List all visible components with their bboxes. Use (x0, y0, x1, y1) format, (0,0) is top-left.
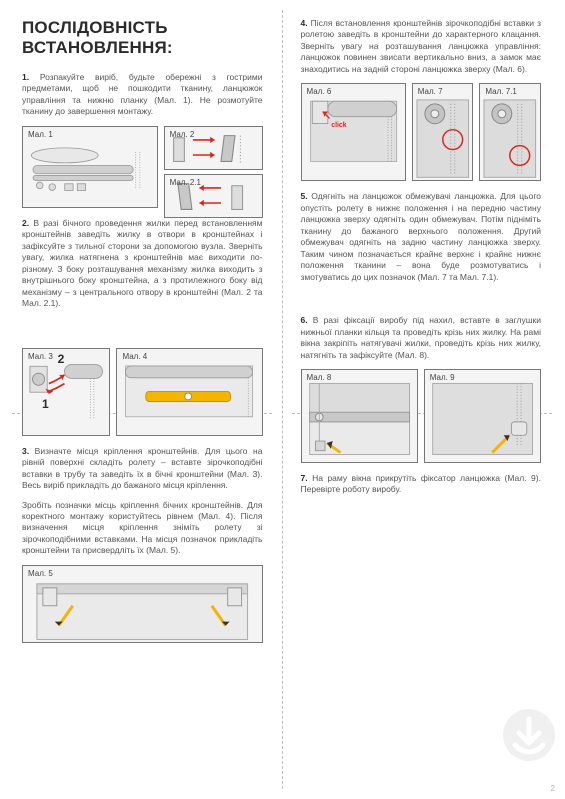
figure-6-label: Мал. 6 (307, 87, 332, 96)
fig-row-6-7: Мал. 6 click Мал. 7 (301, 83, 542, 181)
figure-6: Мал. 6 click (301, 83, 406, 181)
step-7-text: На раму вікна прикрутіть фіксатор ланцюж… (301, 473, 541, 494)
page-title: ПОСЛІДОВНІСТЬ ВСТАНОВЛЕННЯ: (22, 18, 263, 58)
figure-6-svg: click (302, 84, 405, 168)
svg-text:1: 1 (42, 396, 49, 410)
step-1: 1. Розпакуйте виріб, будьте обережні з г… (22, 72, 263, 118)
step-3b-text: Зробіть позначки місць кріплення бічних … (22, 500, 263, 556)
figure-5-label: Мал. 5 (28, 569, 53, 578)
step-7: 7. На раму вікна прикрутіть фіксатор лан… (301, 473, 542, 496)
step-5-text: Одягніть на ланцюжок обмежувачі ланцюжка… (301, 191, 542, 281)
fig-row-5: Мал. 5 (22, 565, 263, 643)
svg-text:click: click (331, 122, 346, 129)
step-6-num: 6. (301, 315, 308, 325)
figure-2-label: Мал. 2 (170, 130, 195, 139)
figure-5: Мал. 5 (22, 565, 263, 643)
right-column: 4. Після встановлення кронштейнів зірочк… (283, 0, 565, 799)
step-1-num: 1. (22, 72, 29, 82)
step-3-num: 3. (22, 446, 29, 456)
step-2: 2. В разі бічного проведення жилки перед… (22, 218, 263, 310)
figure-4: Мал. 4 (116, 348, 262, 436)
figure-5-svg (23, 566, 261, 644)
step-6-text: В разі фіксації виробу під нахил, вставт… (301, 315, 542, 359)
figure-8-label: Мал. 8 (307, 373, 332, 382)
step-3b: Зробіть позначки місць кріплення бічних … (22, 500, 263, 557)
figure-8: Мал. 8 (301, 369, 418, 463)
figure-9-svg (425, 370, 540, 460)
left-column: ПОСЛІДОВНІСТЬ ВСТАНОВЛЕННЯ: 1. Розпакуйт… (0, 0, 283, 799)
figure-7-svg (413, 84, 473, 181)
figure-3-label: Мал. 3 (28, 352, 53, 361)
step-5-num: 5. (301, 191, 308, 201)
watermark-icon (499, 705, 559, 765)
step-2-text: В разі бічного проведення жилки перед вс… (22, 218, 263, 308)
instruction-page: ПОСЛІДОВНІСТЬ ВСТАНОВЛЕННЯ: 1. Розпакуйт… (0, 0, 565, 799)
spacer (22, 318, 263, 342)
figure-7: Мал. 7 (412, 83, 474, 181)
step-7-num: 7. (301, 473, 308, 483)
fig-row-1-2: Мал. 1 Мал. 2 (22, 126, 263, 208)
figure-2-1: Мал. 2.1 (164, 174, 263, 218)
figure-8-svg (302, 370, 417, 460)
figure-7-label: Мал. 7 (418, 87, 443, 96)
step-4: 4. Після встановлення кронштейнів зірочк… (301, 18, 542, 75)
step-3: 3. Визначте місця кріплення кронштейнів.… (22, 446, 263, 492)
page-number: 2 (551, 784, 555, 793)
step-4-num: 4. (301, 18, 308, 28)
step-6: 6. В разі фіксації виробу під нахил, вст… (301, 315, 542, 361)
figure-9-label: Мал. 9 (430, 373, 455, 382)
figure-1-label: Мал. 1 (28, 130, 53, 139)
fig-row-3-4: Мал. 3 1 2 Мал. 4 (22, 348, 263, 436)
spacer-right (301, 291, 542, 315)
step-4-text: Після встановлення кронштейнів зірочкопо… (301, 18, 542, 74)
figure-1: Мал. 1 (22, 126, 158, 208)
figure-7-1: Мал. 7.1 (479, 83, 541, 181)
figure-7-1-label: Мал. 7.1 (485, 87, 516, 96)
figure-9: Мал. 9 (424, 369, 541, 463)
step-2-num: 2. (22, 218, 29, 228)
svg-text:2: 2 (58, 351, 65, 365)
step-3-text: Визначте місця кріплення кронштейнів. Дл… (22, 446, 263, 490)
figure-7-1-svg (480, 84, 540, 181)
figure-4-label: Мал. 4 (122, 352, 147, 361)
figure-2-1-label: Мал. 2.1 (170, 178, 201, 187)
fig-row-8-9: Мал. 8 Мал. 9 (301, 369, 542, 463)
figure-3: Мал. 3 1 2 (22, 348, 110, 436)
figure-2: Мал. 2 (164, 126, 263, 170)
step-5: 5. Одягніть на ланцюжок обмежувачі ланцю… (301, 191, 542, 283)
step-1-text: Розпакуйте виріб, будьте обережні з гост… (22, 72, 263, 116)
